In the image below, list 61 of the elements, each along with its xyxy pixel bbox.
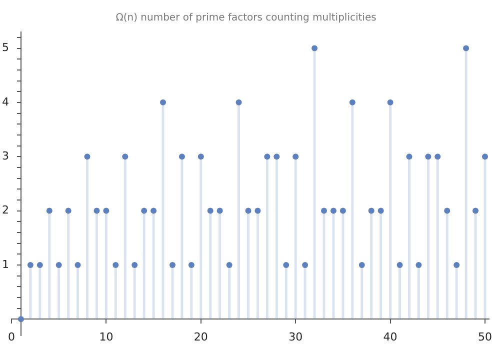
point <box>160 99 166 106</box>
point <box>274 154 280 160</box>
y-tick-label: 2 <box>2 204 9 217</box>
point <box>254 208 261 214</box>
point <box>112 262 119 268</box>
point <box>482 154 488 160</box>
point <box>387 99 394 106</box>
point <box>283 262 290 268</box>
chart-title: Ω(n) number of prime factors counting multiplicities <box>116 12 376 24</box>
point <box>27 262 34 268</box>
point <box>207 208 214 214</box>
point <box>74 262 81 268</box>
point <box>84 154 90 160</box>
point <box>245 208 252 214</box>
point <box>312 45 318 52</box>
point <box>169 262 176 268</box>
point <box>358 262 365 268</box>
point <box>434 154 441 160</box>
x-tick-label: 10 <box>99 330 114 344</box>
point <box>141 208 148 214</box>
x-tick-label: 40 <box>383 330 398 344</box>
point <box>444 208 450 214</box>
x-tick-label: 30 <box>288 330 303 344</box>
point <box>188 262 194 268</box>
point <box>396 262 403 268</box>
point <box>103 208 110 214</box>
point <box>292 154 299 160</box>
point <box>368 208 374 214</box>
y-tick-label: 5 <box>2 41 9 54</box>
x-tick-label: 20 <box>194 330 208 344</box>
y-tick-label: 1 <box>2 258 9 271</box>
point <box>132 262 138 268</box>
point <box>406 154 412 160</box>
point <box>330 208 336 214</box>
point <box>340 208 346 214</box>
point <box>378 208 384 214</box>
point <box>198 154 204 160</box>
point <box>349 99 356 106</box>
point <box>226 262 232 268</box>
point <box>236 99 242 106</box>
point <box>302 262 308 268</box>
point <box>56 262 62 268</box>
point <box>463 45 470 52</box>
point <box>321 208 328 214</box>
point <box>65 208 72 214</box>
point <box>416 262 422 268</box>
point <box>150 208 157 214</box>
point <box>122 154 128 160</box>
y-tick-label: 3 <box>2 149 9 162</box>
x-tick-label: 50 <box>478 330 492 344</box>
x-tick-label: 0 <box>8 330 15 344</box>
point <box>178 154 185 160</box>
point <box>264 154 270 160</box>
point <box>216 208 223 214</box>
point <box>472 208 479 214</box>
point <box>454 262 460 268</box>
point <box>46 208 52 214</box>
point <box>36 262 43 268</box>
point <box>425 154 432 160</box>
y-tick-label: 4 <box>2 95 9 108</box>
point <box>94 208 100 214</box>
